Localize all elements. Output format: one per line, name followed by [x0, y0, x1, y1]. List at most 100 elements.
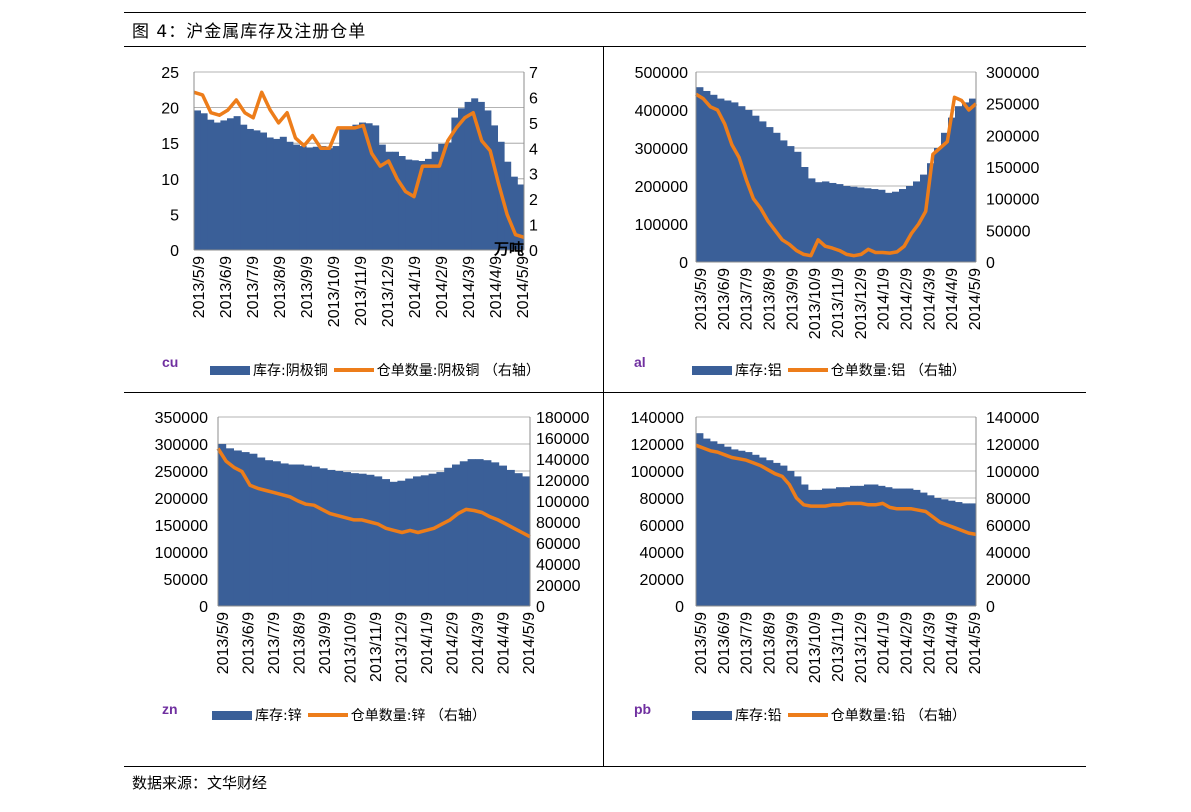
bar: [717, 98, 725, 262]
legend-label-line: 仓单数量:铅 （右轴）: [830, 708, 966, 724]
x-tick-label: 2013/11/9: [368, 612, 385, 682]
bar: [780, 140, 788, 262]
left-tick-label: 250000: [155, 464, 208, 481]
bar: [389, 481, 398, 606]
bar: [431, 151, 439, 250]
x-tick-label: 2013/5/9: [215, 612, 232, 674]
bar: [366, 474, 375, 606]
bar: [381, 479, 390, 606]
x-tick-label: 2013/10/9: [807, 612, 824, 683]
right-tick-label: 1: [529, 218, 538, 235]
bar: [517, 184, 525, 250]
x-tick-label: 2013/12/9: [853, 612, 870, 683]
left-tick-label: 300000: [155, 437, 208, 454]
bar: [385, 151, 393, 250]
figure-title: 图 4：沪金属库存及注册仓单: [132, 22, 367, 42]
bar: [272, 461, 281, 606]
bar: [260, 132, 267, 250]
bar: [312, 146, 320, 250]
bar: [717, 444, 725, 606]
left-tick-label: 0: [679, 255, 688, 272]
legend-al: 库存:铝 仓单数量:铝 （右轴）: [692, 360, 966, 380]
series-line: [216, 447, 531, 539]
bar: [326, 148, 333, 250]
bar: [934, 148, 942, 262]
chart-svg-zn: 0500001000001500002000002500003000003500…: [155, 410, 590, 683]
chart-tag-zn: zn: [162, 701, 178, 717]
top-rule: [124, 12, 1086, 13]
x-tick-label: 2013/9/9: [784, 612, 801, 674]
left-tick-label: 150000: [155, 518, 208, 535]
right-tick-label: 160000: [536, 431, 589, 448]
bar: [266, 137, 274, 250]
left-tick-label: 60000: [640, 518, 685, 535]
bar: [864, 188, 872, 262]
bar: [411, 160, 419, 250]
x-tick-label: 2014/5/9: [967, 268, 984, 330]
bar: [780, 465, 788, 606]
bar: [207, 119, 215, 250]
right-tick-label: 100000: [986, 464, 1039, 481]
legend-swatch-bar: [212, 710, 252, 720]
bar: [927, 495, 935, 606]
right-tick-label: 150000: [986, 160, 1039, 177]
right-tick-label: 250000: [986, 97, 1039, 114]
right-tick-label: 6: [529, 90, 538, 107]
bar: [962, 503, 970, 606]
bar: [358, 473, 367, 606]
right-tick-label: 20000: [536, 578, 581, 595]
bar: [822, 181, 830, 262]
bar: [413, 476, 422, 606]
bar: [724, 446, 732, 606]
chart-tag-pb: pb: [634, 701, 652, 717]
bar: [794, 476, 802, 606]
right-tick-label: 0: [529, 243, 538, 260]
bar: [920, 492, 928, 606]
bar: [365, 123, 373, 250]
x-tick-label: 2013/8/9: [292, 612, 309, 674]
bar: [703, 438, 711, 606]
legend-swatch-line: [307, 713, 348, 717]
bar: [787, 471, 795, 606]
bar: [969, 503, 977, 606]
right-tick-label: 0: [536, 599, 545, 616]
legend-label-line: 仓单数量:铝 （右轴）: [830, 363, 966, 379]
bar: [498, 465, 507, 606]
bar: [299, 146, 307, 250]
right-tick-label: 0: [986, 599, 995, 616]
bar: [444, 142, 452, 250]
bar: [405, 478, 414, 606]
bar: [836, 184, 844, 262]
bar: [843, 186, 851, 262]
right-tick-label: 40000: [536, 557, 581, 574]
series-line: [695, 443, 977, 537]
x-tick-label: 2014/5/9: [967, 612, 984, 674]
chart-panel-cu: 0 5 10 15 20 25 0 1 2 3 4 5 6 7 2013/5/9 2013/6/9 2013/7…: [124, 48, 603, 392]
x-tick-label: 2014/3/9: [921, 268, 938, 330]
bar: [759, 121, 767, 263]
bar: [906, 186, 914, 262]
chart-svg-pb: 0 20000 40000 60000 80000 100000 120000 140000 0…: [631, 410, 1040, 683]
x-tick-label: 2013/9/9: [784, 268, 801, 330]
bar: [332, 146, 340, 250]
right-tick-label: 80000: [536, 515, 581, 532]
x-tick-label: 2014/3/9: [461, 256, 478, 318]
bar: [752, 454, 760, 606]
bar: [871, 484, 879, 606]
x-tick-label: 2013/6/9: [716, 268, 733, 330]
right-tick-label: 100000: [986, 192, 1039, 209]
bar: [378, 144, 386, 250]
bar: [941, 132, 949, 262]
bar: [451, 117, 459, 251]
right-tick-label: 180000: [536, 410, 589, 427]
right-tick-label: 5: [529, 116, 538, 133]
bar: [452, 464, 461, 606]
right-tick-label: 50000: [986, 223, 1031, 240]
bar: [484, 110, 492, 250]
bar: [892, 191, 900, 262]
right-tick-label: 140000: [986, 410, 1039, 427]
x-tick-label: 2014/4/9: [488, 256, 505, 318]
right-tick-label: 40000: [986, 545, 1031, 562]
bar: [801, 484, 809, 606]
unit-label-cu: 万吨: [494, 240, 525, 258]
